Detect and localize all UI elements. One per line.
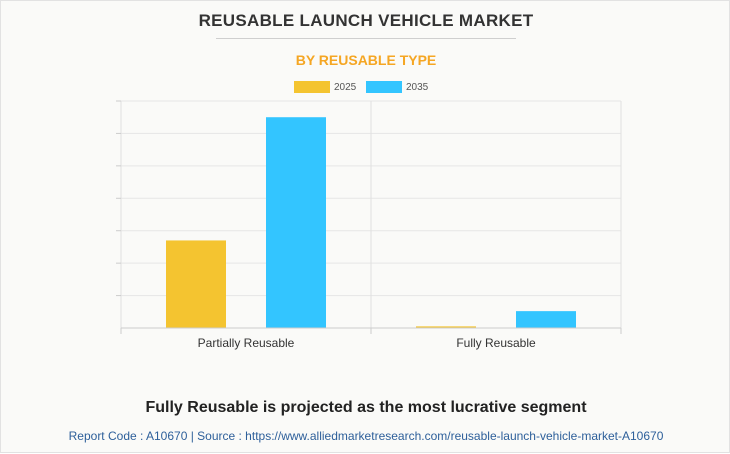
chart-axis: Partially Reusable Fully Reusable bbox=[116, 100, 622, 350]
chart-subtitle: BY REUSABLE TYPE bbox=[295, 52, 437, 68]
title-divider bbox=[216, 38, 516, 39]
bar-2035-partially-reusable bbox=[266, 117, 326, 328]
legend-item-2025: 2025 bbox=[294, 81, 356, 93]
x-tick-label: Fully Reusable bbox=[456, 336, 536, 350]
legend-swatch-2025 bbox=[294, 81, 330, 93]
bar-2025-fully-reusable bbox=[416, 326, 476, 328]
chart-legend: 2025 2035 bbox=[1, 81, 730, 95]
legend-label-2035: 2035 bbox=[406, 81, 429, 93]
report-source: Report Code : A10670 | Source : https://… bbox=[68, 429, 664, 443]
legend-item-2035: 2035 bbox=[366, 81, 428, 93]
bar-2035-fully-reusable bbox=[516, 311, 576, 328]
chart-bars bbox=[166, 117, 576, 328]
legend-swatch-2035 bbox=[366, 81, 402, 93]
legend-label-2025: 2025 bbox=[334, 81, 357, 93]
bar-2025-partially-reusable bbox=[166, 240, 226, 328]
segment-headline: Fully Reusable is projected as the most … bbox=[145, 399, 587, 416]
x-tick-label: Partially Reusable bbox=[198, 336, 295, 350]
chart-title: REUSABLE LAUNCH VEHICLE MARKET bbox=[198, 11, 534, 30]
chart-grid bbox=[120, 100, 622, 328]
